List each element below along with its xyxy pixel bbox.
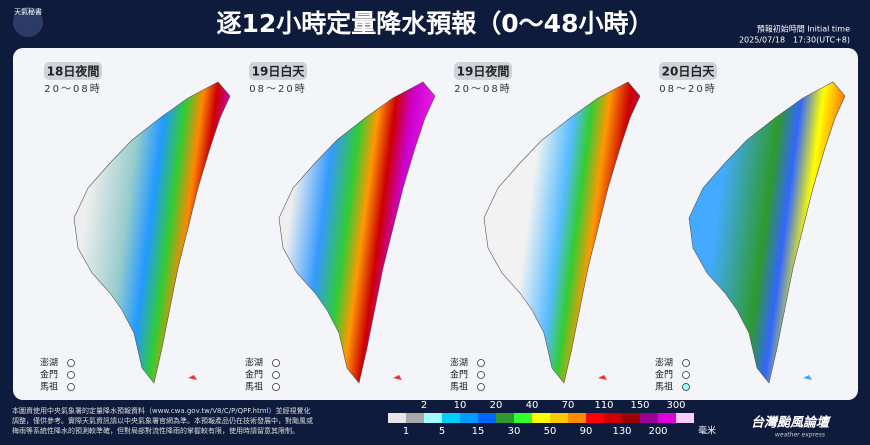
island-marker xyxy=(67,383,75,391)
scale-swatch xyxy=(622,413,640,423)
logo xyxy=(13,7,43,37)
island-marker xyxy=(477,383,485,391)
panel-title: 18日夜間 xyxy=(47,64,100,79)
island-marker xyxy=(272,359,280,367)
scale-swatch xyxy=(478,413,496,423)
scale-label: 130 xyxy=(612,426,631,437)
scale-label: 30 xyxy=(508,426,521,437)
scale-label: 20 xyxy=(490,400,503,411)
island-marker xyxy=(272,383,280,391)
footer-note: 梅雨等系統性降水的預測較準確，但對局部對流性降雨的掌握較有限，使用時請留意其限制… xyxy=(12,426,299,435)
island-label: 金門 xyxy=(245,369,263,381)
scale-label: 1 xyxy=(403,426,409,437)
init-label: 預報初始時間 Initial time xyxy=(757,24,850,34)
island-label: 金門 xyxy=(655,369,673,381)
island-marker xyxy=(682,371,690,379)
island-label: 澎湖 xyxy=(450,357,468,369)
island-marker xyxy=(477,371,485,379)
scale-label: 150 xyxy=(630,400,649,411)
scale-swatch xyxy=(604,413,622,423)
scale-swatch xyxy=(460,413,478,423)
scale-swatch xyxy=(586,413,604,423)
panel-title-box xyxy=(659,62,717,80)
island-label: 馬祖 xyxy=(450,381,468,393)
scale-label: 10 xyxy=(454,400,467,411)
scale-label: 110 xyxy=(594,400,613,411)
panel-hours: 08～20時 xyxy=(659,83,716,95)
scale-swatch xyxy=(388,413,406,423)
panel-title-box xyxy=(454,62,512,80)
panel-title: 19日白天 xyxy=(252,64,306,79)
scale-label: 40 xyxy=(526,400,539,411)
scale-label: 300 xyxy=(666,400,685,411)
island-label: 澎湖 xyxy=(40,357,58,369)
scale-swatch xyxy=(568,413,586,423)
island-label: 金門 xyxy=(40,369,58,381)
panel-title-box xyxy=(249,62,307,80)
scale-swatch xyxy=(442,413,460,423)
scale-swatch xyxy=(496,413,514,423)
islet xyxy=(188,375,197,380)
panel-hours: 20～08時 xyxy=(44,83,101,95)
scale-swatch xyxy=(640,413,658,423)
brand-sub: weather express xyxy=(775,432,825,439)
island-marker xyxy=(272,371,280,379)
scale-label: 70 xyxy=(562,400,575,411)
island-label: 澎湖 xyxy=(655,357,673,369)
logo-text: 天氣秘書 xyxy=(14,7,42,16)
island-marker xyxy=(477,359,485,367)
title: 逐12小時定量降水預報（0～48小時） xyxy=(217,9,654,38)
panel-title: 19日夜間 xyxy=(457,64,510,79)
island-marker xyxy=(67,359,75,367)
island-label: 金門 xyxy=(450,369,468,381)
scale-label: 15 xyxy=(472,426,485,437)
panel-title: 20日白天 xyxy=(662,64,716,79)
island-label: 馬祖 xyxy=(655,381,673,393)
footer-note: 本圖資使用中央氣象署的定量降水預報資料（www.cwa.gov.tw/V8/C/… xyxy=(12,406,310,415)
panel-hours: 08～20時 xyxy=(249,83,306,95)
island-label: 馬祖 xyxy=(40,381,58,393)
islet xyxy=(598,375,607,380)
init-time: 2025/07/18 17:30(UTC+8) xyxy=(739,36,850,45)
scale-swatch xyxy=(424,413,442,423)
islet xyxy=(803,375,812,380)
panel-title-box xyxy=(44,62,102,80)
island-label: 澎湖 xyxy=(245,357,263,369)
scale-swatch xyxy=(658,413,676,423)
scale-label: 200 xyxy=(648,426,667,437)
footer-note: 調整，僅供參考。實際天氣資訊請以中央氣象署官網為準。本預報產品仍在技術發展中，對… xyxy=(12,416,313,425)
scale-swatch xyxy=(676,413,694,423)
island-marker xyxy=(67,371,75,379)
island-label: 馬祖 xyxy=(245,381,263,393)
scale-label: 5 xyxy=(439,426,445,437)
scale-label: 90 xyxy=(580,426,593,437)
island-marker xyxy=(682,359,690,367)
scale-label: 2 xyxy=(421,400,427,411)
panel-area xyxy=(13,48,858,400)
scale-swatch xyxy=(550,413,568,423)
panel-hours: 20～08時 xyxy=(454,83,511,95)
scale-label: 50 xyxy=(544,426,557,437)
islet xyxy=(393,375,402,380)
scale-swatch xyxy=(514,413,532,423)
brand: 台灣颱風論壇 xyxy=(751,415,832,431)
scale-unit: 毫米 xyxy=(698,425,716,437)
scale-swatch xyxy=(532,413,550,423)
island-marker xyxy=(682,383,690,391)
scale-swatch xyxy=(406,413,424,423)
